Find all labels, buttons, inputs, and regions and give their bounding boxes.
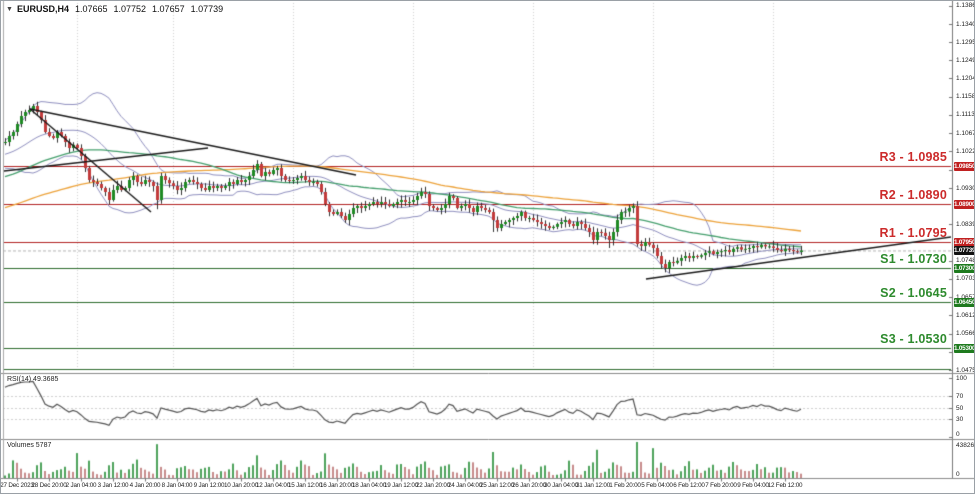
price-axis-label: 1.12490 — [956, 56, 974, 64]
price-axis-label: 1.07480 — [956, 257, 974, 265]
price-badge-s3: 1.05300 — [954, 343, 975, 353]
price-axis-label: 1.09300 — [956, 184, 974, 192]
time-axis-label: 6 Feb 12:00 — [673, 482, 705, 489]
time-axis-label: 9 Feb 04:00 — [737, 482, 769, 489]
time-axis-label: 12 Feb 12:00 — [767, 482, 803, 489]
time-axis-label: 25 Jan 12:00 — [479, 482, 515, 489]
time-axis-label: 18 Jan 04:00 — [351, 482, 387, 489]
price-axis-label: 1.12950 — [956, 38, 974, 46]
price-axis-label: 1.08390 — [956, 220, 974, 228]
time-axis-label: 28 Dec 20:00 — [31, 482, 67, 489]
level-label-s2: S2 - 1.0645 — [880, 286, 947, 300]
ohlc-info: ▼ EURUSD,H4 1.07665 1.07752 1.07657 1.07… — [6, 4, 223, 14]
price-axis-label: 1.06570 — [956, 294, 974, 301]
price-axis-label: 1.13400 — [956, 20, 974, 28]
rsi-scale-label: 0 — [956, 431, 960, 438]
time-axis-label: 3 Jan 12:00 — [97, 482, 129, 489]
time-axis-label: 5 Feb 04:00 — [641, 482, 673, 489]
time-axis-label: 4 Jan 20:00 — [129, 482, 161, 489]
price-badge-s2: 1.06450 — [954, 297, 975, 307]
level-label-r3: R3 - 1.0985 — [879, 150, 947, 164]
time-axis-label: 30 Jan 04:00 — [543, 482, 579, 489]
level-label-s3: S3 - 1.0530 — [880, 332, 947, 346]
current-price-badge: 1.07739 — [954, 245, 975, 255]
time-axis-label: 22 Jan 20:00 — [415, 482, 451, 489]
level-label-s1: S1 - 1.0730 — [880, 252, 947, 266]
price-axis-label: 1.11130 — [956, 111, 975, 119]
ohlc-low: 1.07657 — [152, 4, 185, 14]
time-axis-label: 31 Jan 12:00 — [575, 482, 611, 489]
time-axis-label: 12 Jan 04:00 — [255, 482, 291, 489]
time-axis-label: 10 Jan 20:00 — [223, 482, 259, 489]
price-badge-s1: 1.07300 — [954, 263, 975, 273]
time-axis-label: 7 Feb 20:00 — [705, 482, 737, 489]
time-axis-label: 8 Jan 04:00 — [161, 482, 193, 489]
price-axis-label: 1.11580 — [956, 93, 974, 101]
price-axis-label: 1.10670 — [956, 129, 974, 137]
price-axis-label: 1.06120 — [956, 311, 974, 319]
time-axis-label: 1 Feb 20:00 — [609, 482, 641, 489]
level-label-r1: R1 - 1.0795 — [879, 226, 947, 240]
price-badge-r2: 1.08900 — [954, 199, 975, 209]
time-axis-label: 2 Jan 04:00 — [65, 482, 97, 489]
rsi-scale-label: 30 — [956, 416, 964, 424]
time-axis-label: 16 Jan 20:00 — [319, 482, 355, 489]
price-axis-label: 1.10220 — [956, 147, 974, 155]
ohlc-open: 1.07665 — [74, 4, 108, 14]
rsi-scale-label: 70 — [956, 392, 964, 400]
symbol-name: EURUSD,H4 — [16, 4, 69, 14]
time-axis-label: 15 Jan 12:00 — [287, 482, 323, 489]
volumes-indicator-label: Volumes 5787 — [7, 442, 52, 449]
rsi-indicator-label: RSI(14) 49.3685 — [7, 376, 59, 383]
volume-scale-label: 0 — [956, 471, 960, 478]
time-axis-label: 24 Jan 04:00 — [447, 482, 483, 489]
ohlc-high: 1.07752 — [113, 4, 147, 14]
price-badge-r3: 1.09850 — [954, 161, 975, 171]
price-badge-r1: 1.07950 — [954, 237, 975, 247]
price-axis-label: 1.04750 — [956, 366, 974, 374]
price-axis-label: 1.12040 — [956, 74, 974, 82]
rsi-scale-label: 50 — [956, 404, 964, 412]
price-axis-label: 1.07030 — [956, 275, 974, 283]
price-axis-label: 1.05660 — [956, 330, 974, 338]
ohlc-close: 1.07739 — [190, 4, 224, 14]
rsi-scale-label: 100 — [956, 375, 967, 382]
price-axis-label: 1.13860 — [956, 2, 974, 10]
level-label-r2: R2 - 1.0890 — [879, 188, 947, 202]
time-axis-label: 9 Jan 12:00 — [193, 482, 225, 489]
time-axis-label: 27 Dec 2023 — [0, 482, 34, 489]
time-axis-label: 26 Jan 20:00 — [511, 482, 547, 489]
collapse-triangle-icon[interactable]: ▼ — [6, 5, 13, 13]
volume-scale-label: 43826 — [956, 441, 975, 449]
time-axis-label: 19 Jan 12:00 — [383, 482, 419, 489]
